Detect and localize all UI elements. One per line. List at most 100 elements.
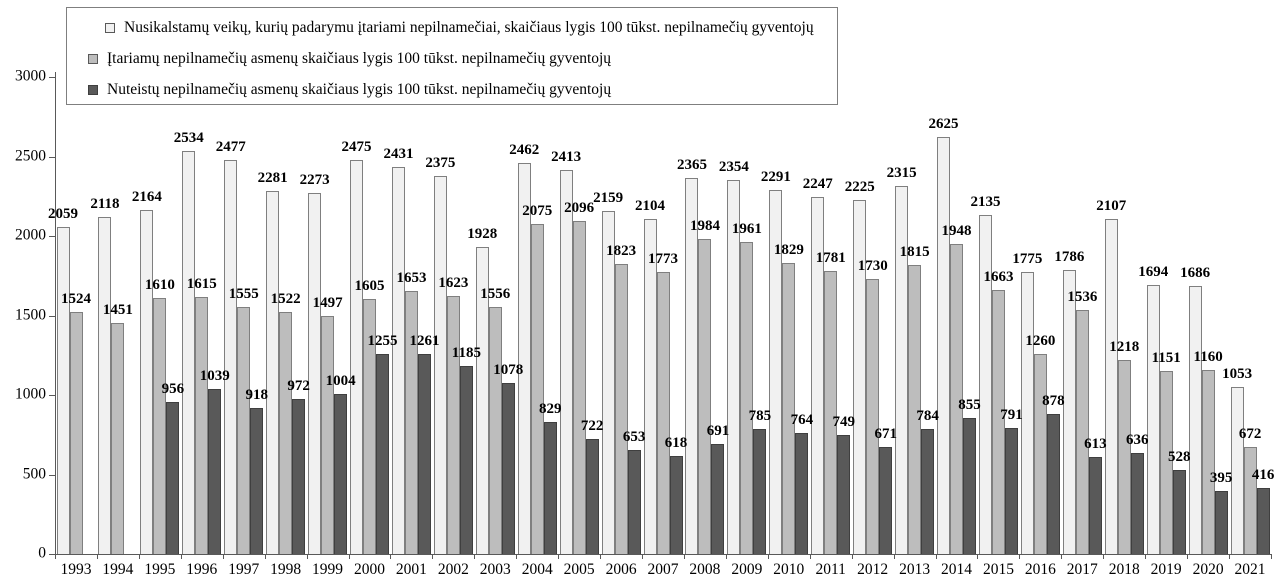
y-tick-mark <box>49 77 55 78</box>
bar <box>769 189 783 554</box>
bar-label: 829 <box>538 401 562 418</box>
x-tick-mark <box>1103 554 1105 559</box>
bar <box>1004 428 1018 554</box>
bar <box>963 418 977 554</box>
bar <box>698 238 712 554</box>
bar-label: 1781 <box>815 249 846 266</box>
x-tick-mark <box>1145 554 1147 559</box>
bar-label: 878 <box>1042 393 1065 410</box>
bar <box>1088 456 1102 554</box>
bar <box>1214 491 1228 554</box>
bar-label: 764 <box>790 411 814 428</box>
bar-label: 1815 <box>899 244 930 261</box>
bar-label: 1185 <box>451 344 481 361</box>
bar <box>446 295 460 554</box>
bar <box>1020 271 1034 554</box>
bar <box>1046 414 1060 554</box>
bar-label: 1984 <box>689 217 720 234</box>
x-tick-mark <box>935 554 937 559</box>
x-tick-mark <box>1187 554 1189 559</box>
bar <box>991 289 1005 554</box>
x-axis-tick-label: 1995 <box>144 561 176 578</box>
bar-label: 1653 <box>396 270 427 287</box>
y-axis-tick-label: 500 <box>22 465 46 483</box>
bar-label: 395 <box>1209 470 1233 487</box>
x-tick-mark <box>600 554 602 559</box>
bar <box>1201 369 1215 554</box>
x-tick-mark <box>977 554 979 559</box>
x-axis-tick-label: 2010 <box>773 561 805 578</box>
legend-label-suspected-offences: Nusikalstamų veikų, kurių padarymu įtari… <box>124 18 814 36</box>
bar <box>1062 270 1076 554</box>
x-tick-mark <box>55 554 56 559</box>
bar <box>614 264 628 554</box>
x-axis-tick-label: 2014 <box>941 561 973 578</box>
bar <box>921 429 935 554</box>
bar <box>866 278 880 554</box>
x-axis-tick-label: 2018 <box>1108 561 1140 578</box>
bar <box>166 401 180 554</box>
bar-label: 1773 <box>648 251 679 268</box>
x-tick-mark <box>222 554 224 559</box>
bar <box>908 265 922 554</box>
bar <box>530 224 544 554</box>
bar <box>292 399 306 554</box>
bar <box>1188 285 1202 554</box>
bar-label: 1218 <box>1109 339 1140 356</box>
x-axis-tick-label: 2020 <box>1192 561 1224 578</box>
bar <box>824 270 838 554</box>
bar <box>543 422 557 554</box>
bar <box>1033 353 1047 554</box>
bar <box>643 219 657 554</box>
x-axis-tick-label: 1996 <box>186 561 218 578</box>
bar-label: 1610 <box>144 277 175 293</box>
bar-label: 2225 <box>844 179 875 196</box>
bar-label: 784 <box>916 408 939 425</box>
bar <box>488 306 502 554</box>
bar-label: 2291 <box>760 168 791 185</box>
x-tick-mark <box>642 554 644 559</box>
x-axis-tick-label: 2012 <box>857 561 889 578</box>
bar <box>1256 487 1270 554</box>
bar-label: 636 <box>1126 431 1149 448</box>
x-tick-mark <box>306 554 308 559</box>
bar-label: 1053 <box>1222 365 1253 382</box>
y-axis-tick-label: 3000 <box>15 67 46 85</box>
bar-label: 2477 <box>215 139 246 156</box>
bar-label: 791 <box>1000 407 1023 424</box>
bar-label: 1524 <box>61 290 91 307</box>
x-axis-tick-label: 1999 <box>312 561 344 578</box>
bar <box>111 323 125 554</box>
x-axis-tick-label: 2002 <box>437 561 469 578</box>
bar-label: 1556 <box>480 285 511 302</box>
x-axis-line <box>55 554 1272 555</box>
legend-item-convicted-persons: Nuteistų nepilnamečių asmenų skaičiaus l… <box>67 74 837 105</box>
x-axis-tick-label: 1998 <box>270 561 302 578</box>
y-axis-line <box>55 72 56 555</box>
bar-label: 2075 <box>522 203 553 220</box>
bar-label: 2354 <box>718 158 749 175</box>
bar <box>585 439 599 554</box>
bar-label: 618 <box>664 434 688 451</box>
x-axis-tick-label: 1994 <box>102 561 134 578</box>
bar <box>837 434 851 554</box>
x-axis-tick-label: 2009 <box>731 561 763 578</box>
bar <box>740 242 754 554</box>
bar-label: 691 <box>706 423 730 440</box>
bar <box>978 214 992 554</box>
bar <box>627 450 641 554</box>
bar-label: 1823 <box>606 243 637 260</box>
bar-label: 1497 <box>312 294 343 311</box>
bar <box>711 444 725 554</box>
bar-label: 1451 <box>102 302 133 319</box>
x-tick-mark <box>1271 554 1272 559</box>
x-axis-tick-label: 2001 <box>395 561 427 578</box>
bar-label: 2375 <box>425 155 456 172</box>
bar <box>98 217 112 554</box>
bar-label: 1261 <box>409 332 440 349</box>
bar <box>459 365 473 554</box>
bar-label: 722 <box>580 418 604 435</box>
x-tick-mark <box>264 554 266 559</box>
bar-label: 1605 <box>354 277 385 294</box>
